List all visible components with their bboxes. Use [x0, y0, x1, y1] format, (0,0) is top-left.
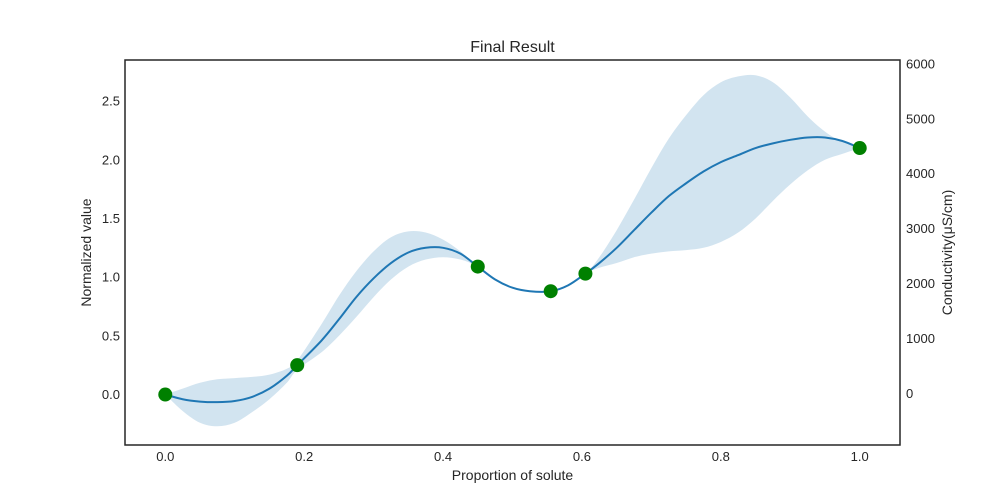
y2-tick-label: 2000 — [906, 276, 935, 291]
chart-title: Final Result — [470, 39, 555, 56]
observation-point-layer — [158, 141, 867, 402]
y2-tick-label: 0 — [906, 386, 913, 401]
x-tick-label: 0.6 — [573, 449, 591, 464]
observation-point — [158, 387, 173, 402]
y-tick-label: 1.0 — [102, 270, 120, 285]
mean-line-layer — [165, 136, 861, 404]
y2-tick-label: 4000 — [906, 166, 935, 181]
x-tick-label: 0.4 — [434, 449, 452, 464]
y-tick-label: 0.0 — [102, 387, 120, 402]
mean-line — [165, 136, 861, 404]
plot-area-frame — [124, 59, 901, 446]
confidence-band-layer — [165, 74, 860, 427]
y-tick-label: 2.5 — [102, 94, 120, 109]
y-tick-label: 0.5 — [102, 328, 120, 343]
x-axis-label: Proportion of solute — [452, 467, 574, 483]
observation-point — [543, 284, 558, 299]
y2-axis-ticks: 0 1000 2000 3000 4000 5000 6000 — [906, 56, 935, 401]
y-axis-label: Normalized value — [78, 198, 94, 306]
y2-axis-label: Conductivity(μS/cm) — [939, 190, 955, 316]
confidence-band — [165, 74, 860, 427]
y2-tick-label: 3000 — [906, 221, 935, 236]
y2-tick-label: 6000 — [906, 56, 935, 71]
x-tick-label: 0.0 — [156, 449, 174, 464]
x-axis-ticks: 0.0 0.2 0.4 0.6 0.8 1.0 — [156, 449, 869, 464]
y-tick-label: 2.0 — [102, 152, 120, 167]
x-tick-label: 0.2 — [295, 449, 313, 464]
y2-tick-label: 1000 — [906, 331, 935, 346]
y-tick-label: 1.5 — [102, 211, 120, 226]
x-tick-label: 0.8 — [712, 449, 730, 464]
y-axis-ticks: 0.0 0.5 1.0 1.5 2.0 2.5 — [102, 94, 120, 402]
y2-tick-label: 5000 — [906, 111, 935, 126]
observation-point — [578, 266, 593, 281]
observation-point — [290, 358, 305, 373]
observation-point — [470, 259, 485, 274]
x-tick-label: 1.0 — [851, 449, 869, 464]
observation-point — [852, 141, 867, 156]
